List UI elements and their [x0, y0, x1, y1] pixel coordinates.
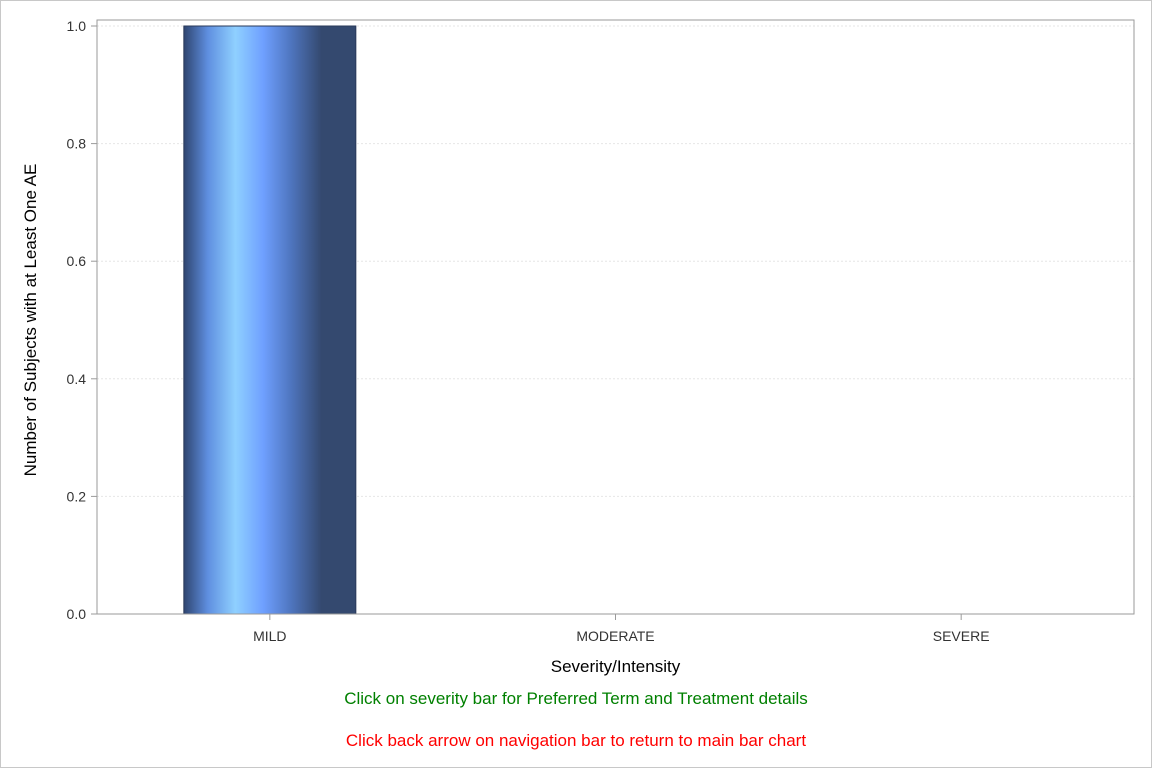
- y-tick-label: 0.6: [67, 253, 87, 269]
- back-navigation-instruction: Click back arrow on navigation bar to re…: [345, 731, 807, 750]
- x-tick-label-moderate: MODERATE: [576, 628, 654, 644]
- y-tick-label: 1.0: [67, 18, 87, 34]
- y-tick-label: 0.4: [67, 371, 87, 387]
- y-axis-label: Number of Subjects with at Least One AE: [21, 164, 40, 477]
- drilldown-instruction: Click on severity bar for Preferred Term…: [344, 689, 808, 708]
- y-axis-ticks: 0.0 0.2 0.4 0.6 0.8 1.0: [67, 18, 97, 622]
- bar-mild[interactable]: [183, 25, 357, 615]
- y-tick-label: 0.2: [67, 488, 87, 504]
- bars[interactable]: [183, 25, 357, 615]
- x-axis-label: Severity/Intensity: [551, 657, 681, 676]
- x-tick-label-severe: SEVERE: [933, 628, 990, 644]
- y-tick-label: 0.8: [67, 136, 87, 152]
- x-tick-label-mild: MILD: [253, 628, 286, 644]
- x-axis-ticks: MILD MODERATE SEVERE: [253, 614, 990, 644]
- y-tick-label: 0.0: [67, 606, 87, 622]
